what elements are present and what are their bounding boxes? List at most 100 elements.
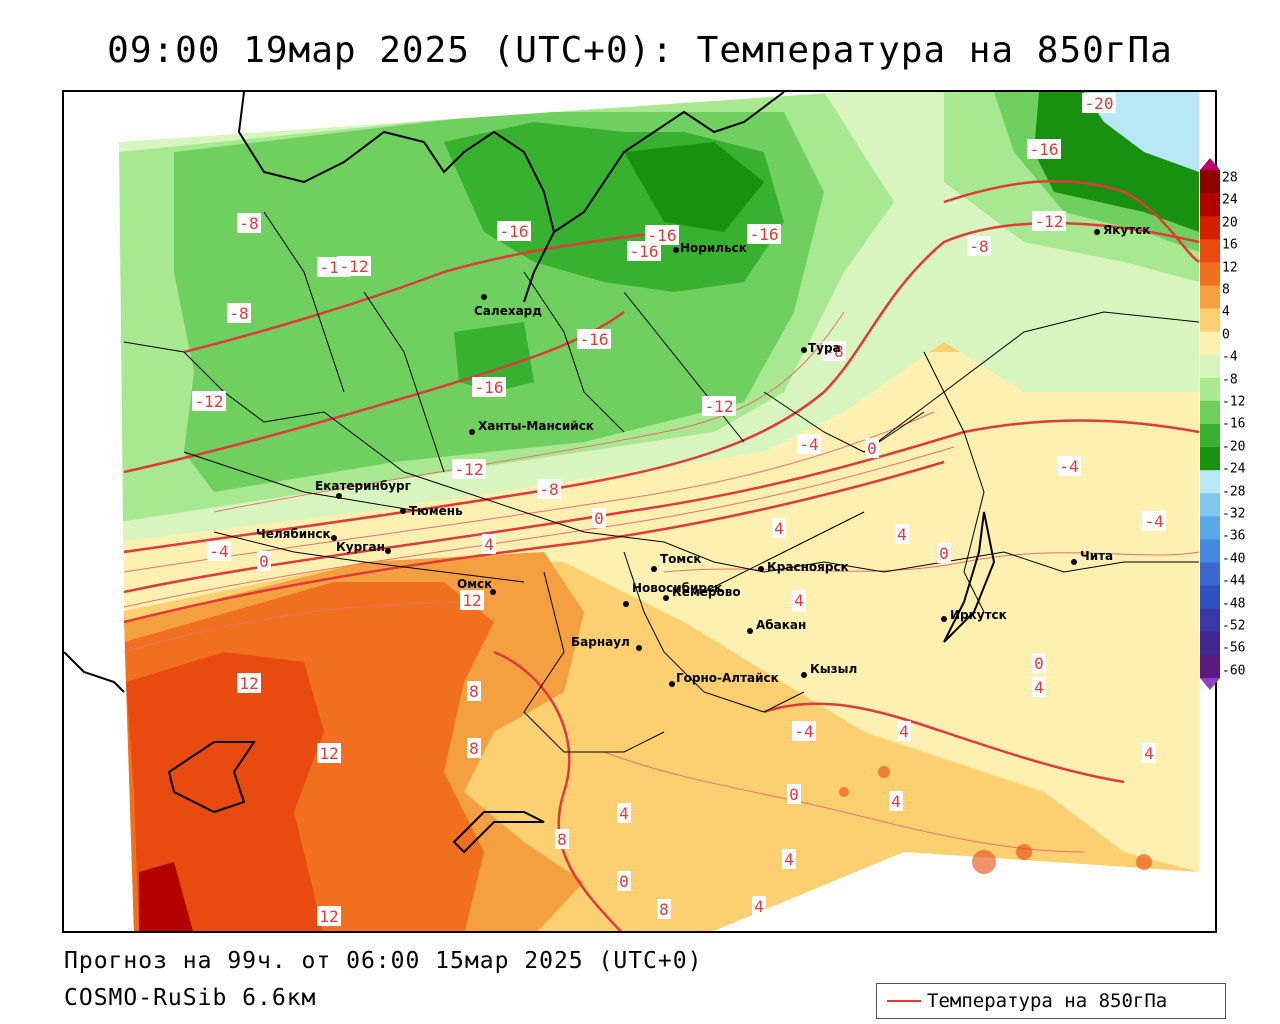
isotherm-label-bg bbox=[752, 896, 766, 916]
isotherm-label: -4 bbox=[1059, 457, 1078, 476]
isotherm-label: 0 bbox=[1034, 654, 1044, 673]
city-marker bbox=[623, 601, 629, 607]
isotherm-label: 4 bbox=[754, 897, 764, 916]
isotherm-label: 4 bbox=[891, 792, 901, 811]
legend: Температура на 850гПа bbox=[876, 983, 1226, 1019]
isotherm-label-bg bbox=[782, 849, 796, 869]
isotherm-label-bg bbox=[792, 590, 806, 610]
city-marker bbox=[747, 628, 753, 634]
isotherm-label-bg bbox=[792, 721, 816, 741]
orange-patches bbox=[839, 766, 1152, 874]
colorbar-swatch bbox=[1200, 654, 1220, 679]
zone-pale-yellow bbox=[119, 352, 1199, 872]
isotherm-label-bg bbox=[257, 551, 271, 571]
colorbar-tick-label: 4 bbox=[1222, 304, 1230, 320]
city-marker bbox=[669, 681, 675, 687]
isotherm-label-bg bbox=[865, 438, 879, 458]
city-marker bbox=[1071, 559, 1077, 565]
colorbar-swatch bbox=[1200, 331, 1220, 356]
colorbar-swatch bbox=[1200, 308, 1220, 333]
isotherm-label-bg bbox=[317, 906, 341, 926]
isotherm-label-bg bbox=[702, 396, 736, 416]
isotherm-label-bg bbox=[577, 329, 611, 349]
isotherm-label-bg bbox=[889, 791, 903, 811]
coastline bbox=[64, 92, 996, 854]
city-label: Тура bbox=[808, 341, 841, 355]
cities: Норильск Якутск Салехард Тура Ханты-Мансийск… bbox=[256, 223, 1150, 687]
city-label: Якутск bbox=[1103, 223, 1150, 237]
colorbar-swatch bbox=[1200, 285, 1220, 310]
city-marker bbox=[336, 493, 342, 499]
isotherm-label-bg bbox=[617, 871, 631, 891]
isotherm-label-bg bbox=[937, 543, 951, 563]
temperature-map: -20-16-16-16-16-16-16-16-12-12-12 -12-12-… bbox=[64, 92, 1215, 931]
isotherm-label: 8 bbox=[659, 900, 669, 919]
outside-domain-sw bbox=[64, 92, 134, 931]
isotherm-label: 4 bbox=[774, 519, 784, 538]
city-label: Екатеринбург bbox=[315, 479, 411, 493]
isotherm-label-bg bbox=[822, 341, 846, 361]
colorbar-tick-label: 12 bbox=[1222, 260, 1238, 276]
isotherm-label: -4 bbox=[799, 435, 818, 454]
isotherm-label: 4 bbox=[1144, 744, 1154, 763]
isotherm-label-bg bbox=[1142, 511, 1166, 531]
city-label: Ханты-Мансийск bbox=[478, 419, 594, 433]
colorbar-swatch bbox=[1200, 239, 1220, 263]
outside-domain-se bbox=[713, 852, 1215, 931]
isotherm-label: 4 bbox=[897, 525, 907, 544]
isotherm-label-bg bbox=[467, 738, 481, 758]
isotherm-label: 8 bbox=[469, 739, 479, 758]
isotherm-label: 4 bbox=[794, 591, 804, 610]
colorbar-top-arrow bbox=[1200, 158, 1220, 170]
city-marker bbox=[385, 548, 391, 554]
colorbar-swatch bbox=[1200, 493, 1220, 517]
isotherm-label-bg bbox=[1032, 211, 1066, 231]
isotherm-label-bg bbox=[1142, 743, 1156, 763]
zone-dark-green-3 bbox=[1034, 92, 1199, 232]
isotherm-label: 4 bbox=[619, 804, 629, 823]
isotherm-label: 12 bbox=[319, 907, 338, 926]
isotherm-label-bg bbox=[895, 524, 909, 544]
city-marker bbox=[673, 247, 679, 253]
city-label: Кызыл bbox=[810, 662, 857, 676]
city-marker bbox=[651, 566, 657, 572]
isotherm-label: -16 bbox=[500, 222, 529, 241]
city-marker bbox=[481, 294, 487, 300]
isotherm-label-bg bbox=[482, 534, 496, 554]
colorbar-swatch bbox=[1200, 400, 1220, 425]
colorbar-tick-label: -8 bbox=[1222, 372, 1238, 388]
isotherm-label-bg bbox=[1032, 677, 1046, 697]
isotherm-label: -8 bbox=[229, 304, 248, 323]
isotherm-label: -16 bbox=[648, 226, 677, 245]
zone-red bbox=[126, 652, 324, 931]
isotherm-label-bg bbox=[1032, 653, 1046, 673]
isotherm-label-bg bbox=[472, 377, 506, 397]
isotherm-lines bbox=[123, 179, 1200, 931]
city-label: Барнаул bbox=[571, 635, 630, 649]
isotherm-label: 12 bbox=[239, 674, 258, 693]
isotherm-label-bg bbox=[627, 241, 661, 261]
colorbar-tick-label: -52 bbox=[1222, 618, 1246, 634]
city-label: Абакан bbox=[756, 618, 806, 632]
isotherm-label: -16 bbox=[475, 378, 504, 397]
isotherm-label-bg bbox=[237, 213, 261, 233]
isotherm-label: -16 bbox=[630, 242, 659, 261]
isotherm-label-bg bbox=[617, 803, 631, 823]
isotherm-label: 12 bbox=[462, 591, 481, 610]
colorbar-swatch bbox=[1200, 424, 1220, 448]
map-title: 09:00 19мар 2025 (UTC+0): Температура на… bbox=[107, 30, 1173, 71]
colorbar-swatch bbox=[1200, 585, 1220, 610]
city-marker bbox=[1094, 229, 1100, 235]
city-label: Омск bbox=[457, 577, 492, 591]
city-label: Норильск bbox=[680, 241, 747, 255]
isotherm-label-bg bbox=[555, 829, 569, 849]
isotherm-label: -8 bbox=[239, 214, 258, 233]
zone-deep-red bbox=[139, 862, 193, 931]
isotherm-label-bg bbox=[747, 224, 781, 244]
isotherm-label-bg bbox=[460, 590, 484, 610]
colorbar-swatch bbox=[1200, 516, 1220, 540]
colorbar-tick-label: -56 bbox=[1222, 640, 1246, 656]
colorbar-tick-label: -28 bbox=[1222, 484, 1246, 500]
colorbar-swatch bbox=[1200, 608, 1220, 633]
city-marker bbox=[941, 616, 947, 622]
